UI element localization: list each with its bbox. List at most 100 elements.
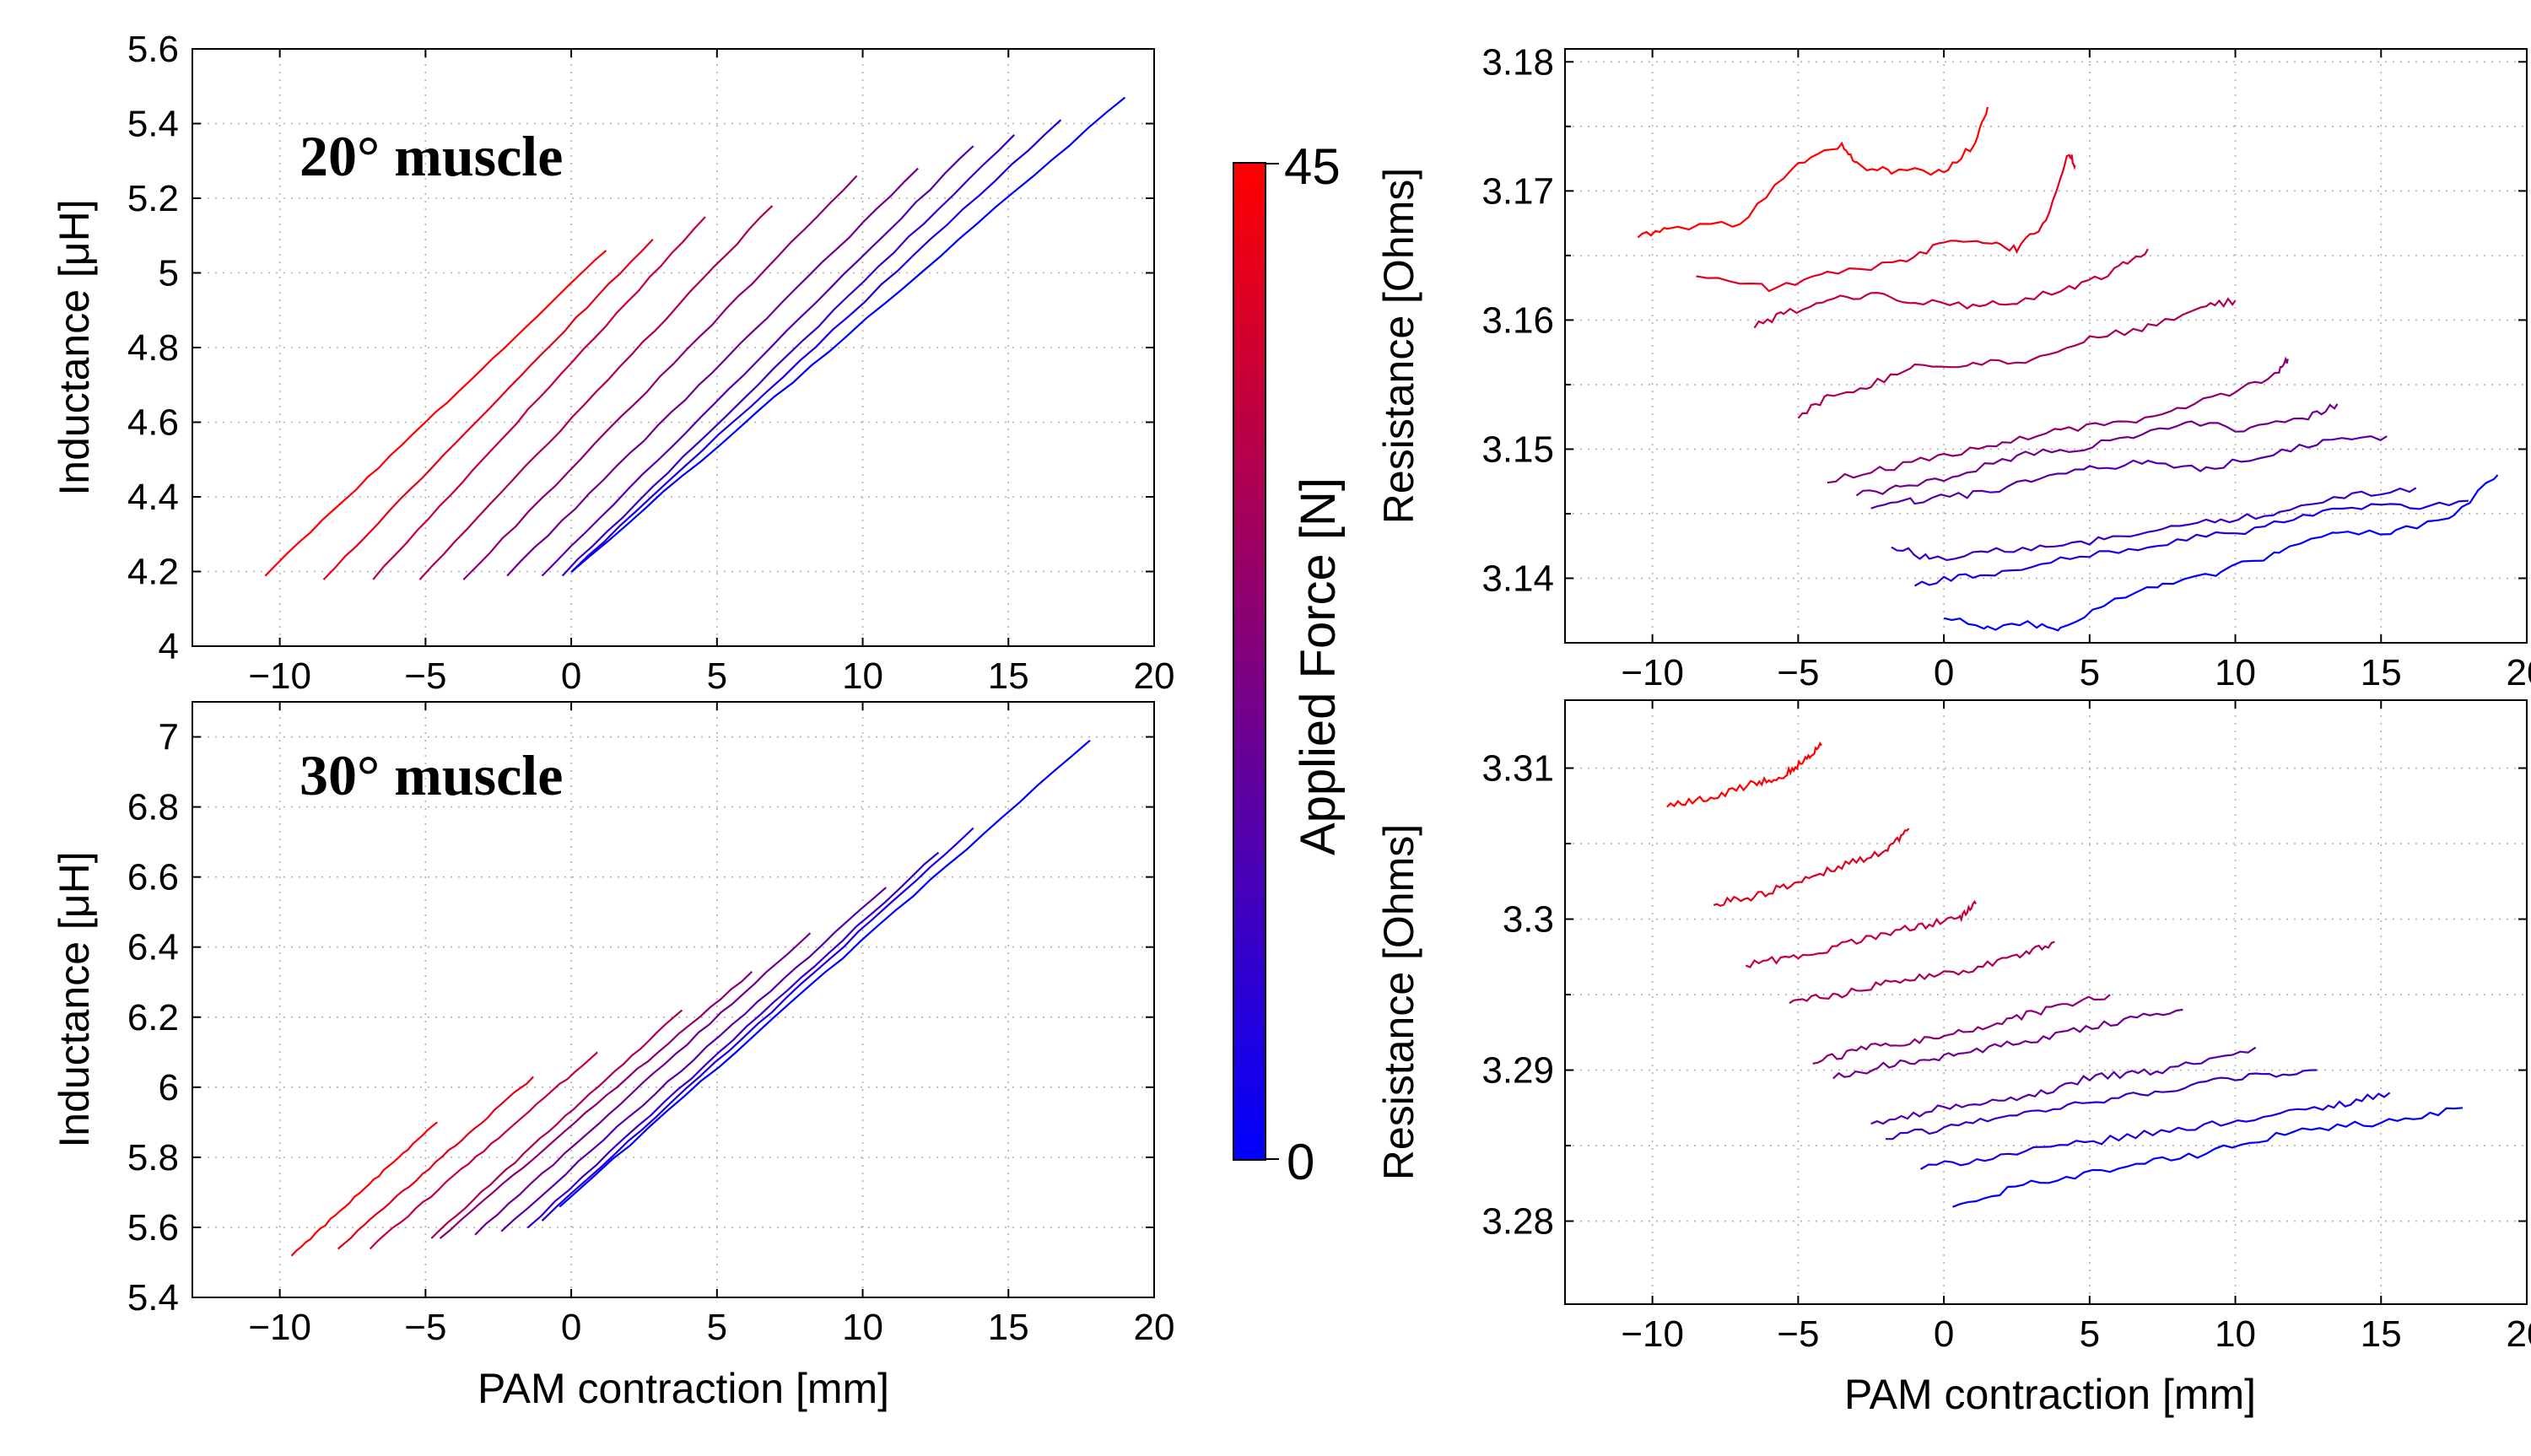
- series-line-force-30: [1797, 297, 2237, 419]
- y-tick-label: 3.31: [1481, 748, 1554, 790]
- colorbar-gradient: [1233, 162, 1266, 1161]
- y-tick-label: 5.8: [127, 1137, 179, 1178]
- y-tick-label: 3.14: [1481, 558, 1554, 599]
- inductance-20deg-panel: −10 −5 0 5 10 15 20 4 4.2 4.4 4.6 4.8 5 5.2 5.4 5.6 Indu…: [51, 29, 1174, 697]
- series-line-force-0: [570, 96, 1126, 574]
- series-line-force-45: [290, 1121, 438, 1257]
- y-tick-label: 5: [159, 253, 179, 294]
- x-tick-label: 15: [2361, 1313, 2402, 1355]
- series-line-force-5: [1919, 1092, 2391, 1170]
- x-tick-label: 20: [2507, 1313, 2531, 1355]
- y-tick-label: 3.15: [1481, 429, 1554, 470]
- resistance-20deg-panel: −10 −5 0 5 10 15 20 3.14 3.15 3.16 3.17 3.18 Resista…: [1375, 41, 2531, 693]
- series-line-force-35: [372, 216, 706, 580]
- x-tick-label: 5: [707, 655, 727, 697]
- x-tick-label: 0: [561, 655, 581, 697]
- x-tick-label: 15: [988, 1307, 1029, 1348]
- plot-frame: [1564, 699, 2528, 1305]
- y-tick-label: 4.6: [127, 402, 179, 444]
- y-tick-label: 7: [159, 717, 179, 758]
- x-tick-label: −10: [248, 655, 311, 697]
- y-tick-label: 6.4: [127, 927, 179, 968]
- y-tick-label: 5.4: [127, 104, 179, 145]
- y-tick-label: 6.6: [127, 857, 179, 898]
- panel-title-20-muscle: 20° muscle: [300, 124, 563, 188]
- x-tick-label: 0: [1934, 1313, 1954, 1355]
- x-tick-label: −5: [1777, 652, 1819, 693]
- series-line-force-15: [541, 145, 974, 577]
- series-line-force-35: [1753, 248, 2149, 329]
- series-line-force-25: [462, 175, 858, 580]
- x-axis-label-left: PAM contraction [mm]: [478, 1365, 889, 1412]
- x-tick-label: 10: [842, 655, 883, 697]
- x-tick-label: 0: [561, 1307, 581, 1348]
- x-tick-label: −5: [404, 655, 446, 697]
- series-line-force-45: [1637, 106, 1989, 239]
- series-line-force-30: [1789, 941, 2055, 1005]
- y-tick-label: 6.2: [127, 997, 179, 1038]
- series-line-force-25: [1827, 356, 2289, 484]
- series-line-force-30: [418, 205, 774, 580]
- x-tick-label: 15: [988, 655, 1029, 697]
- x-tick-label: 20: [1134, 655, 1175, 697]
- x-tick-label: 10: [842, 1307, 883, 1348]
- y-tick-label: 5.6: [127, 29, 179, 70]
- series-line-force-25: [1812, 994, 2111, 1065]
- series-line-force-20: [1855, 403, 2339, 497]
- colorbar-min-label: 0: [1287, 1134, 1314, 1190]
- y-axis-label: Resistance [Ohms]: [1375, 168, 1422, 524]
- series-line-force-0: [559, 739, 1091, 1208]
- series-line-force-10: [561, 134, 1015, 577]
- y-tick-label: 4.2: [127, 552, 179, 593]
- x-tick-label: 10: [2215, 652, 2256, 693]
- y-axis-label: Inductance [μH]: [51, 851, 98, 1147]
- inductance-30deg-panel: −10 −5 0 5 10 15 20 5.4 5.6 5.8 6 6.2 6.4 6.6 6.8 7 Indu…: [51, 701, 1175, 1348]
- x-tick-label: 5: [2080, 652, 2100, 693]
- series-line-force-15: [1870, 434, 2388, 510]
- x-tick-label: −5: [404, 1307, 446, 1348]
- series-line-force-10: [526, 851, 940, 1229]
- colorbar-max-label: 45: [1284, 138, 1341, 195]
- y-tick-label: 5.6: [127, 1207, 179, 1248]
- y-tick-label: 4: [159, 626, 179, 667]
- resistance-30deg-panel: −10 −5 0 5 10 15 20 3.28 3.29 3.3 3.31 Resistance […: [1375, 699, 2531, 1355]
- x-tick-label: 0: [1934, 652, 1954, 693]
- colorbar-label: Applied Force [N]: [1291, 477, 1346, 855]
- y-tick-label: 5.2: [127, 178, 179, 219]
- series-line-force-10: [1885, 1069, 2318, 1141]
- x-tick-label: 10: [2215, 1313, 2256, 1355]
- series-line-force-5: [541, 827, 974, 1221]
- y-tick-label: 3.17: [1481, 170, 1554, 212]
- y-tick-label: 6: [159, 1067, 179, 1108]
- plot-frame: [192, 701, 1155, 1298]
- x-tick-label: 5: [707, 1307, 727, 1348]
- series-line-force-35: [369, 1051, 598, 1250]
- y-tick-label: 4.4: [127, 477, 179, 518]
- series-line-force-40: [1696, 154, 2076, 293]
- series-line-force-30: [430, 1009, 683, 1239]
- series-line-force-0: [1952, 1107, 2464, 1208]
- x-tick-label: 5: [2080, 1313, 2100, 1355]
- x-tick-label: −5: [1777, 1313, 1819, 1355]
- x-axis-label-right: PAM contraction [mm]: [1844, 1371, 2256, 1418]
- panel-title-30-muscle: 30° muscle: [300, 743, 563, 807]
- series-line-force-45: [264, 250, 607, 577]
- y-tick-label: 5.4: [127, 1277, 179, 1318]
- y-tick-label: 3.18: [1481, 41, 1554, 83]
- series-line-force-5: [1913, 499, 2469, 587]
- series-line-force-0: [1943, 474, 2499, 632]
- series-line-force-45: [1666, 741, 1822, 808]
- x-tick-label: −10: [1621, 1313, 1684, 1355]
- y-tick-label: 3.29: [1481, 1050, 1554, 1092]
- y-tick-label: 3.28: [1481, 1201, 1554, 1243]
- series-line-force-15: [500, 887, 887, 1232]
- colorbar: 45 0 Applied Force [N]: [1233, 138, 1346, 1190]
- series-line-force-40: [1713, 828, 1910, 907]
- y-tick-label: 6.8: [127, 787, 179, 828]
- y-axis-label: Resistance [Ohms]: [1375, 824, 1422, 1180]
- series-line-force-40: [337, 1076, 534, 1250]
- series-line-force-20: [474, 932, 812, 1236]
- x-tick-label: 20: [1134, 1307, 1175, 1348]
- series-line-force-25: [439, 971, 753, 1239]
